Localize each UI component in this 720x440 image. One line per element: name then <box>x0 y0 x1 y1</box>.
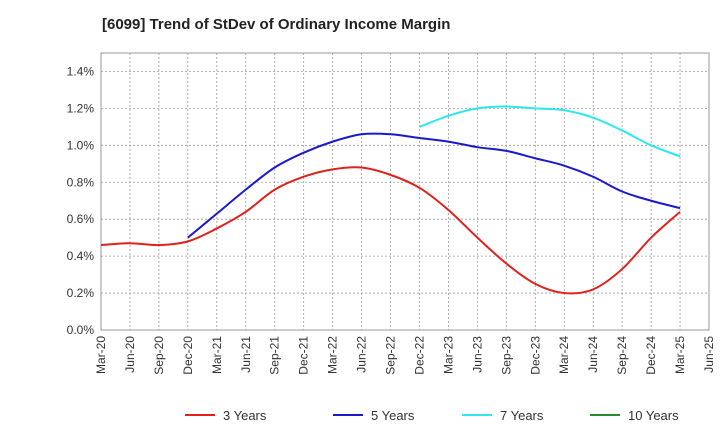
x-tick-label: Mar-25 <box>673 336 687 374</box>
x-tick-label: Dec-21 <box>297 336 311 375</box>
x-tick-label: Sep-20 <box>152 336 166 375</box>
legend-label: 5 Years <box>371 408 415 423</box>
x-tick-label: Jun-23 <box>470 336 484 373</box>
x-tick-label: Sep-24 <box>615 336 629 375</box>
x-tick-label: Dec-20 <box>181 336 195 375</box>
x-tick-label: Mar-23 <box>441 336 455 374</box>
legend-label: 7 Years <box>500 408 544 423</box>
legend-label: 3 Years <box>223 408 267 423</box>
x-tick-label: Sep-23 <box>499 336 513 375</box>
x-tick-label: Jun-24 <box>586 336 600 373</box>
y-tick-label: 0.2% <box>67 286 95 300</box>
y-tick-label: 0.0% <box>67 323 95 337</box>
x-tick-label: Dec-24 <box>644 336 658 375</box>
y-tick-label: 0.8% <box>67 175 95 189</box>
x-tick-label: Dec-23 <box>528 336 542 375</box>
x-tick-label: Mar-22 <box>326 336 340 374</box>
plot-area <box>100 52 710 331</box>
x-tick-label: Sep-22 <box>384 336 398 375</box>
y-tick-label: 0.4% <box>67 249 95 263</box>
x-tick-label: Jun-25 <box>702 336 716 373</box>
series-line-7-years <box>419 105 681 158</box>
y-tick-label: 1.4% <box>67 64 95 78</box>
x-tick-label: Jun-20 <box>123 336 137 373</box>
x-tick-label: Sep-21 <box>268 336 282 375</box>
x-tick-label: Mar-24 <box>557 336 571 374</box>
series-line-3-years <box>100 166 681 295</box>
series-line-5-years <box>187 132 681 239</box>
y-tick-label: 1.2% <box>67 101 95 115</box>
x-tick-label: Jun-22 <box>355 336 369 373</box>
y-tick-label: 0.6% <box>67 212 95 226</box>
x-tick-label: Mar-20 <box>94 336 108 374</box>
x-tick-label: Dec-22 <box>412 336 426 375</box>
y-tick-label: 1.0% <box>67 138 95 152</box>
legend-label: 10 Years <box>628 408 679 423</box>
x-tick-label: Jun-21 <box>239 336 253 373</box>
x-tick-label: Mar-21 <box>210 336 224 374</box>
chart-title: [6099] Trend of StDev of Ordinary Income… <box>102 16 451 33</box>
